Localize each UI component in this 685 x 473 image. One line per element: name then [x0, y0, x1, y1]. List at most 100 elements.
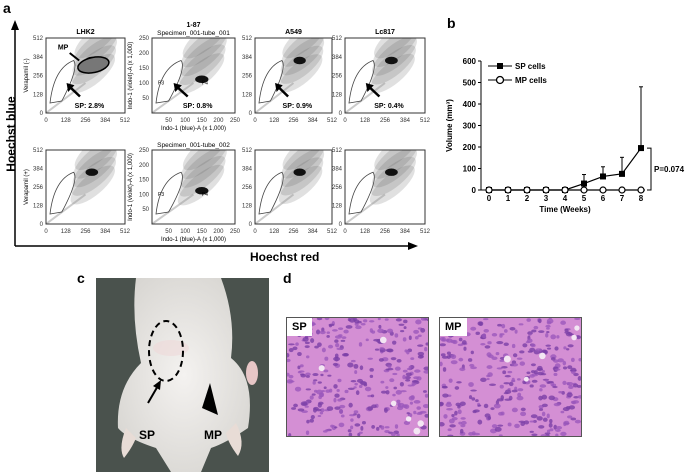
- plot-frame: [254, 149, 333, 225]
- sp-arrowhead-icon: [173, 83, 182, 92]
- nucleus: [546, 413, 550, 419]
- nucleus: [424, 347, 428, 352]
- x-tick-label: 3: [544, 194, 549, 203]
- nucleus: [574, 419, 581, 424]
- y-axis-label: Indo-1 (violet)-A (x 1,000): [128, 153, 134, 221]
- x-tick-label: 100: [180, 229, 191, 235]
- sp-data-point: [581, 180, 587, 187]
- nucleus: [566, 348, 570, 351]
- mp-data-point: [504, 186, 512, 194]
- plot-frame: [45, 37, 126, 114]
- nucleus: [471, 397, 476, 401]
- population-cloud: [370, 156, 416, 197]
- nucleus: [389, 378, 395, 383]
- nucleus: [504, 374, 511, 378]
- nucleus: [468, 395, 473, 400]
- nucleus: [455, 402, 461, 407]
- nucleus: [496, 367, 503, 370]
- nucleus: [530, 370, 536, 374]
- vacuole: [405, 416, 412, 422]
- nucleus: [555, 429, 561, 432]
- nucleus: [406, 412, 410, 415]
- nucleus: [541, 411, 546, 417]
- nucleus: [526, 371, 531, 375]
- nucleus: [392, 393, 396, 397]
- nucleus: [317, 414, 322, 418]
- nucleus: [317, 381, 322, 384]
- nucleus: [379, 347, 385, 350]
- population-cloud: [280, 38, 325, 76]
- sp-arrowhead-icon: [66, 83, 75, 92]
- nucleus: [353, 386, 357, 389]
- nucleus: [288, 348, 294, 353]
- legend-marker: [495, 75, 505, 85]
- vacuole: [503, 355, 511, 363]
- nucleus: [356, 413, 361, 419]
- nucleus: [294, 386, 302, 392]
- nucleus: [574, 318, 581, 320]
- nucleus: [508, 381, 514, 387]
- nucleus: [314, 345, 319, 349]
- nucleus: [361, 421, 366, 425]
- nucleus: [577, 395, 581, 399]
- nucleus: [396, 399, 401, 404]
- nucleus: [477, 419, 483, 425]
- x-tick-label: 2: [525, 194, 530, 203]
- cell-density: [345, 38, 420, 113]
- nucleus: [408, 395, 415, 401]
- nucleus: [499, 333, 505, 336]
- sp-gate: [155, 60, 183, 104]
- nucleus: [337, 398, 342, 402]
- nucleus: [341, 336, 347, 339]
- nucleus: [332, 362, 339, 366]
- y-tick-label: 384: [332, 167, 343, 173]
- gate-label: P3: [158, 81, 164, 87]
- nucleus: [367, 406, 374, 411]
- nucleus: [450, 354, 457, 360]
- nucleus: [470, 326, 477, 331]
- nucleus: [336, 389, 340, 393]
- nucleus: [483, 403, 489, 409]
- population-cloud: [373, 150, 419, 179]
- nucleus: [560, 410, 565, 414]
- nucleus: [384, 426, 390, 429]
- nucleus: [484, 345, 491, 349]
- nucleus: [360, 322, 366, 326]
- population-cloud: [73, 38, 118, 67]
- nucleus: [300, 374, 307, 378]
- nucleus: [557, 358, 564, 363]
- mp-data-point: [580, 186, 588, 194]
- x-tick-label: 256: [80, 118, 91, 124]
- nucleus: [385, 386, 389, 389]
- y-tick-label: 250: [139, 148, 150, 154]
- nucleus: [560, 320, 566, 325]
- nucleus: [461, 420, 467, 425]
- x-tick-label: 384: [100, 118, 111, 124]
- y-tick-label: 600: [463, 57, 477, 66]
- nucleus: [499, 384, 504, 389]
- nucleus: [347, 318, 351, 322]
- nucleus: [449, 424, 456, 428]
- nucleus: [454, 410, 458, 416]
- diagonal-population: [345, 193, 386, 224]
- mp-data-point: [599, 186, 607, 194]
- mp-photo-label: MP: [204, 428, 222, 442]
- nucleus: [378, 324, 382, 329]
- nucleus: [477, 404, 482, 407]
- x-tick-label: 0: [44, 229, 48, 235]
- nucleus: [563, 421, 567, 427]
- vacuole: [523, 376, 529, 382]
- nucleus: [406, 368, 412, 371]
- legend-label: SP cells: [515, 62, 546, 71]
- nucleus: [400, 329, 405, 333]
- x-tick-label: 128: [360, 118, 371, 124]
- y-tick-label: 0: [249, 222, 253, 228]
- legend-marker: [497, 63, 503, 69]
- nucleus: [326, 406, 334, 411]
- nucleus: [487, 415, 492, 420]
- nucleus: [496, 398, 504, 402]
- nucleus: [563, 346, 567, 350]
- nucleus: [406, 349, 410, 355]
- nucleus: [538, 395, 543, 401]
- cell-density: [255, 150, 326, 224]
